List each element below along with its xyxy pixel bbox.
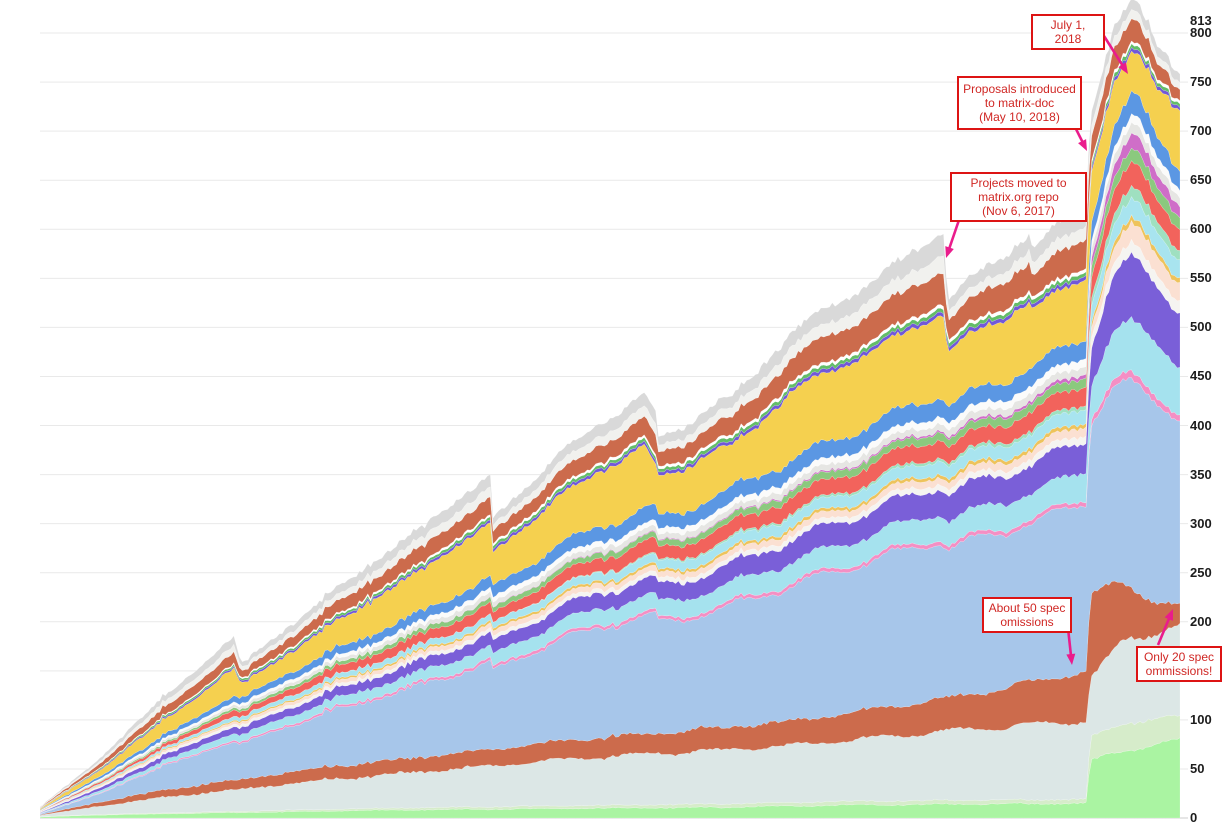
y-axis-label: 250 — [1190, 564, 1212, 580]
annotation-arrowhead — [945, 246, 954, 258]
annotation-box: Proposals introduced to matrix-doc (May … — [957, 76, 1082, 130]
y-axis-label: 0 — [1190, 810, 1198, 825]
area-band-06-pink-line — [39, 369, 1181, 815]
y-axis-label: 300 — [1190, 515, 1212, 531]
area-band-26-gray-top — [39, 0, 1181, 808]
y-axis-label: 400 — [1190, 417, 1212, 433]
area-bands — [39, 0, 1181, 819]
y-axis-label: 350 — [1190, 466, 1212, 482]
annotation-box: July 1, 2018 — [1031, 14, 1105, 51]
y-axis-label: 550 — [1190, 270, 1212, 286]
annotation-arrow — [1156, 614, 1172, 646]
annotation-arrow — [1102, 35, 1126, 70]
annotation-arrowhead — [1118, 62, 1128, 74]
annotation-arrowhead — [1066, 653, 1076, 665]
y-axis-max-label: 813 — [1190, 13, 1212, 29]
area-band-21-purple-line — [39, 46, 1181, 810]
area-band-25-white-top — [39, 9, 1181, 809]
annotation-box: Projects moved to matrix.org repo (Nov 6… — [950, 172, 1087, 223]
annotation-box: Only 20 spec ommissions! — [1136, 646, 1222, 683]
y-axis-label: 600 — [1190, 221, 1212, 237]
area-band-20-yellow — [39, 50, 1181, 811]
area-band-08-purple — [39, 251, 1181, 814]
y-axis-label: 50 — [1190, 760, 1205, 776]
annotation-arrow — [946, 219, 961, 253]
y-axis-label: 750 — [1190, 74, 1212, 90]
area-band-01-light-green — [39, 737, 1181, 819]
y-axis-label: 700 — [1190, 123, 1212, 139]
y-axis-label: 200 — [1190, 613, 1212, 629]
area-band-23-white-line — [39, 40, 1181, 809]
y-axis-label: 100 — [1190, 711, 1212, 727]
area-band-19-blue — [39, 90, 1181, 812]
area-band-22-green-line — [39, 43, 1181, 810]
area-band-14-red — [39, 160, 1181, 813]
annotation-arrowhead — [1164, 609, 1173, 621]
area-band-10-blush — [39, 219, 1181, 813]
y-axis-label: 450 — [1190, 368, 1212, 384]
annotation-arrowhead — [1078, 139, 1087, 151]
area-band-18-white-2 — [39, 113, 1181, 812]
annotation-box: About 50 spec omissions — [982, 597, 1072, 634]
area-band-02-pale-green — [39, 714, 1181, 818]
y-axis-label: 650 — [1190, 172, 1212, 188]
y-axis-label: 800 — [1190, 25, 1212, 40]
y-axis-label: 500 — [1190, 319, 1212, 335]
